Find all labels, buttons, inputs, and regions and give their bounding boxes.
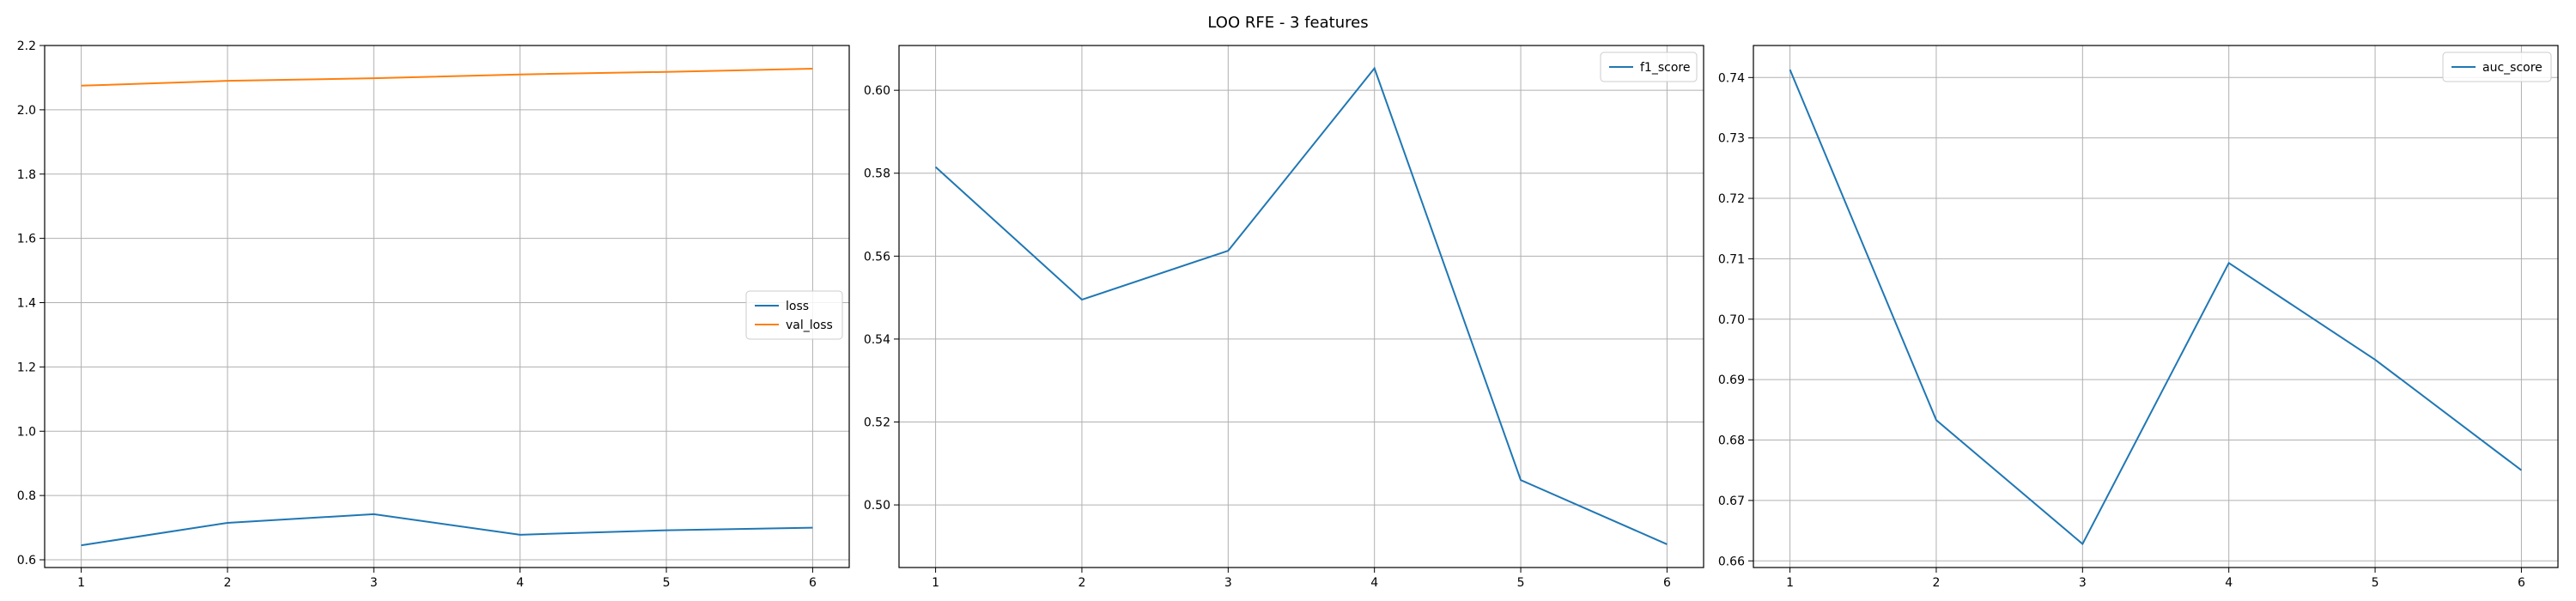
series-line-val-loss — [81, 67, 813, 87]
legend-label: loss — [786, 300, 809, 313]
y-tick-label: 1.2 — [17, 361, 36, 374]
x-tick-label: 1 — [932, 576, 939, 590]
x-tick-label: 6 — [2518, 576, 2525, 590]
y-tick-label: 0.66 — [1718, 555, 1745, 568]
figure-title: LOO RFE - 3 features — [1207, 14, 1368, 32]
y-tick-label: 0.52 — [864, 416, 890, 429]
x-tick-label: 2 — [1078, 576, 1085, 590]
y-tick-label: 2.0 — [17, 104, 36, 118]
series-line-f1-score — [934, 66, 1668, 545]
y-tick-label: 1.6 — [17, 233, 36, 246]
legend-box — [2442, 52, 2552, 82]
x-tick-label: 4 — [516, 576, 524, 590]
x-tick-label: 2 — [223, 576, 231, 590]
x-tick-label: 4 — [1370, 576, 1378, 590]
y-tick-label: 0.6 — [17, 554, 36, 568]
y-tick-label: 0.67 — [1718, 495, 1745, 508]
y-tick-label: 0.70 — [1718, 313, 1745, 327]
x-tick-label: 4 — [2225, 576, 2233, 590]
subplot-2: 1 2 3 4 5 6 0.50 0.52 0.54 0.56 0.58 0.60 f1_score — [864, 45, 1704, 590]
legend: f1_score — [1600, 52, 1698, 82]
x-tick-label: 5 — [663, 576, 671, 590]
x-tick-label: 3 — [1224, 576, 1232, 590]
y-tick-label: 0.71 — [1718, 252, 1745, 266]
x-tick-label: 3 — [370, 576, 378, 590]
x-tick-label: 1 — [1786, 576, 1794, 590]
y-tick-label: 0.73 — [1718, 132, 1745, 146]
y-tick-label: 1.4 — [17, 297, 36, 311]
y-tick-label: 0.60 — [864, 84, 890, 98]
subplot-1: 1 2 3 4 5 6 0.6 0.8 1.0 1.2 1.4 1.6 1.8 2.0 2.2 loss val… — [17, 39, 850, 590]
axes-frame — [44, 45, 850, 568]
y-tick-label: 0.54 — [864, 333, 890, 347]
y-tick-label: 2.2 — [17, 39, 36, 53]
x-tick-label: 5 — [2372, 576, 2379, 590]
legend: auc_score — [2442, 52, 2552, 82]
x-tick-label: 6 — [809, 576, 817, 590]
y-tick-label: 0.50 — [864, 499, 890, 513]
y-tick-label: 0.68 — [1718, 434, 1745, 448]
legend-box — [745, 290, 843, 340]
x-tick-label: 2 — [1932, 576, 1940, 590]
y-tick-label: 0.56 — [864, 250, 890, 264]
legend-label: f1_score — [1640, 61, 1690, 75]
y-tick-label: 1.8 — [17, 168, 36, 182]
x-tick-label: 3 — [2079, 576, 2087, 590]
axes-frame — [898, 45, 1704, 568]
y-tick-label: 0.72 — [1718, 192, 1745, 206]
y-tick-label: 0.8 — [17, 489, 36, 503]
y-tick-label: 0.58 — [864, 167, 890, 181]
legend-label: auc_score — [2482, 61, 2543, 75]
series-line-loss — [81, 513, 813, 547]
subplots: 1 2 3 4 5 6 0.6 0.8 1.0 1.2 1.4 1.6 1.8 2.0 2.2 loss val… — [17, 39, 2559, 590]
series-line-auc-score — [1789, 69, 2523, 546]
subplot-3: 1 2 3 4 5 6 0.66 0.67 0.68 0.69 0.70 0.71 0.72 0.73 0.… — [1718, 45, 2559, 590]
y-tick-label: 0.69 — [1718, 373, 1745, 387]
x-tick-label: 6 — [1663, 576, 1671, 590]
x-tick-label: 1 — [77, 576, 85, 590]
legend-label: val_loss — [786, 319, 833, 332]
axes-frame — [1753, 45, 2559, 568]
legend: loss val_loss — [745, 290, 843, 340]
legend-box — [1600, 52, 1698, 82]
x-tick-label: 5 — [1517, 576, 1525, 590]
y-tick-label: 0.74 — [1718, 71, 1745, 85]
y-tick-label: 1.0 — [17, 425, 36, 439]
